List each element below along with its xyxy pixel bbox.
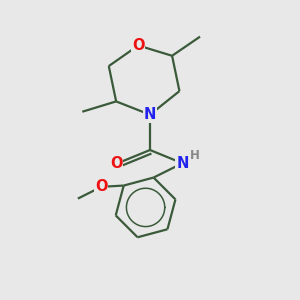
- Text: O: O: [95, 179, 108, 194]
- Text: O: O: [132, 38, 145, 53]
- Text: N: N: [176, 156, 189, 171]
- Text: H: H: [190, 149, 200, 162]
- Text: O: O: [110, 156, 122, 171]
- Text: N: N: [144, 107, 156, 122]
